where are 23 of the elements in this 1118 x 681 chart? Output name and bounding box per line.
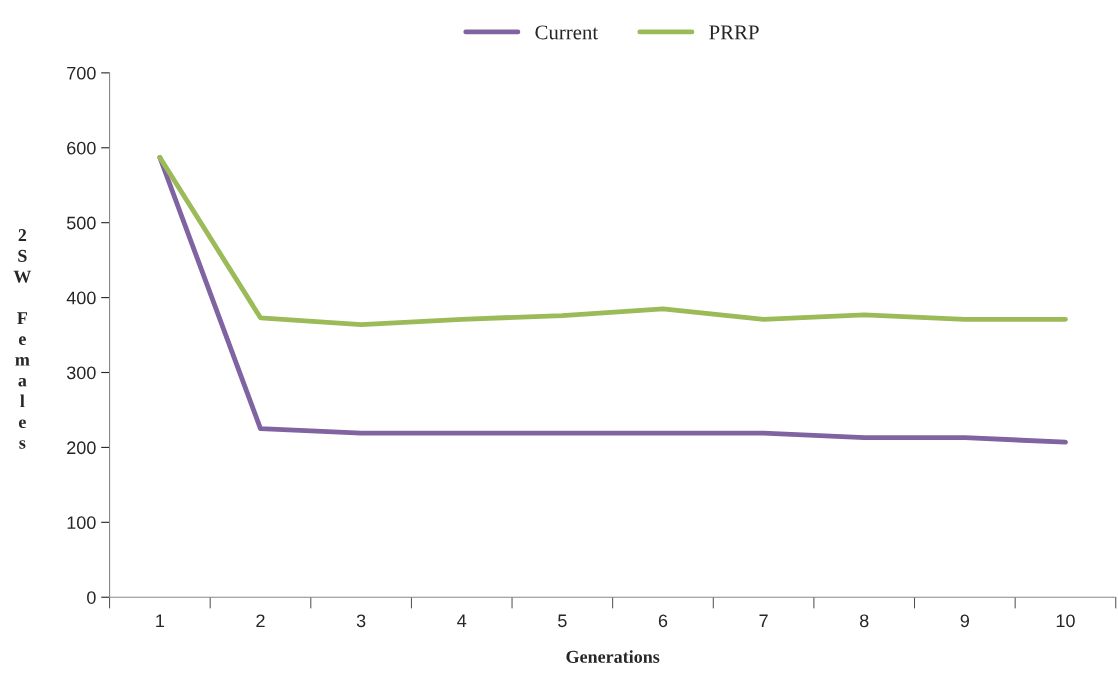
x-tick-label: 4: [457, 614, 467, 627]
x-tick-label: 10: [1056, 614, 1075, 628]
line-series: [157, 155, 1068, 327]
y-tick-label: 700: [67, 66, 96, 80]
x-tick-label: 6: [658, 614, 668, 628]
x-tick-label: 8: [859, 614, 869, 628]
x-tick-label: 2: [256, 614, 265, 627]
y-tick-label: 500: [66, 216, 96, 230]
y-tick-label: 300: [66, 366, 96, 380]
legend-label: PRRP: [709, 25, 759, 40]
y-tick-label: 600: [67, 141, 96, 155]
y-tick-label: 100: [67, 516, 96, 530]
y-tick-label: 400: [66, 291, 96, 305]
x-axis-title: Generations: [566, 650, 660, 663]
y-tick-label: 200: [67, 441, 96, 455]
y-tick-label: 0: [87, 591, 96, 604]
x-tick-label: 7: [759, 614, 768, 627]
text: 2SW Females: [13, 229, 32, 449]
x-tick-label: 1: [156, 614, 165, 627]
x-tick-label: 5: [558, 614, 567, 628]
x-tick-label: 3: [356, 614, 366, 628]
legend-label: Current: [535, 25, 599, 40]
x-tick-label: 9: [960, 614, 969, 628]
